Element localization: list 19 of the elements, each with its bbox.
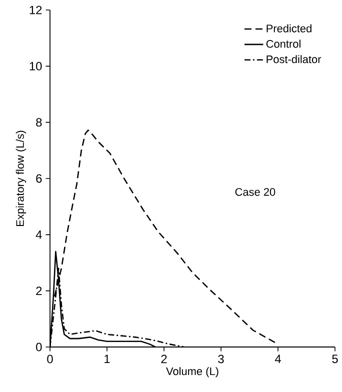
y-tick-label: 2: [36, 286, 42, 296]
x-tick-label: 3: [218, 354, 224, 364]
legend-label: Predicted: [266, 24, 312, 32]
legend-label: Control: [266, 40, 300, 48]
x-axis-title: Volume (L): [166, 367, 218, 378]
x-tick-label: 0: [47, 354, 53, 364]
x-tick-label: 1: [104, 354, 110, 363]
annotation: Case 20: [235, 188, 276, 196]
y-tick-label: 12: [30, 6, 42, 14]
y-tick-label: 6: [36, 174, 42, 183]
y-tick-label: 10: [30, 62, 42, 70]
x-tick-label: 4: [274, 354, 281, 363]
x-tick-label: 2: [161, 354, 167, 364]
y-axis-title: Expiratory flow (L/s): [16, 130, 26, 226]
x-tick-label: 5: [332, 354, 338, 364]
y-tick-label: 0: [36, 342, 42, 352]
y-tick-label: 8: [36, 118, 42, 127]
legend-label: Post-dilator: [266, 55, 322, 64]
y-tick-label: 4: [36, 230, 42, 239]
